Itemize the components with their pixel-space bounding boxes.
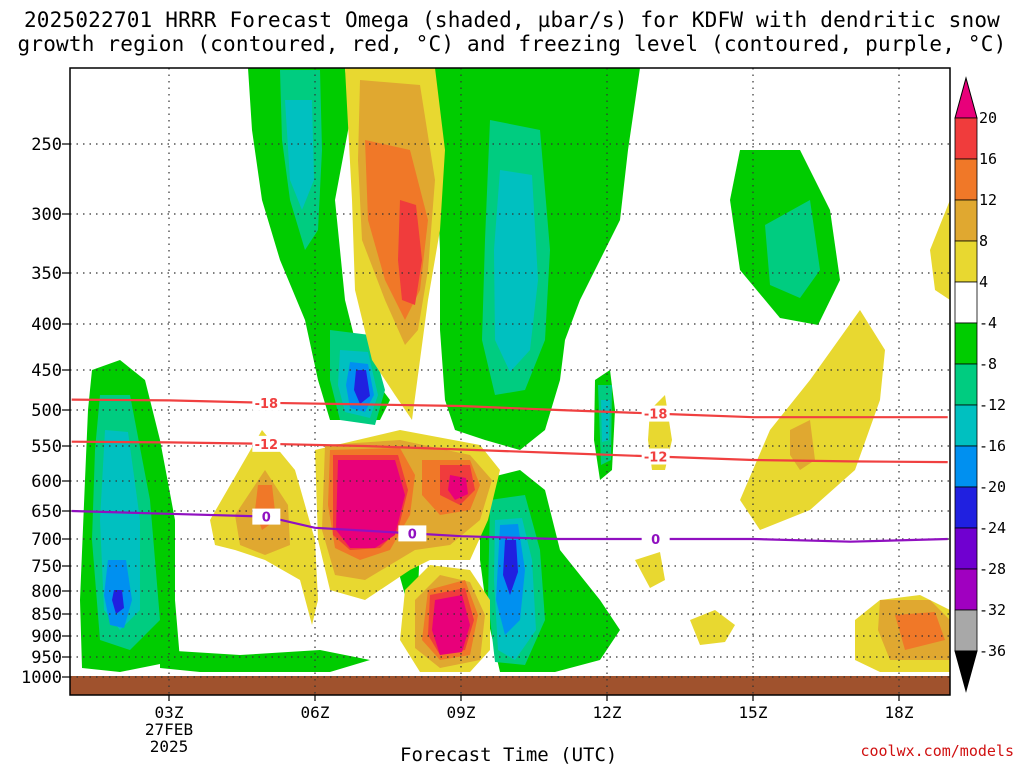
plot-frame [69, 67, 951, 696]
grid-lines [70, 68, 950, 695]
contour-label: -18 [255, 397, 279, 412]
colorbar-swatch [954, 363, 978, 406]
colorbar-label: -36 [979, 642, 1006, 660]
colorbar-label: -12 [979, 396, 1006, 414]
colorbar-label: 16 [979, 150, 997, 168]
contour-label-bg [641, 448, 670, 465]
colorbar-bottom-arrow [954, 650, 978, 693]
colorbar-top-arrow [954, 76, 978, 119]
y-tick-label: 600 [31, 472, 62, 492]
y-tick-label: 1000 [21, 668, 62, 688]
colorbar: 20 16 12 8 4 -4 -8 -12 -16 -20 -24 -28 -32 -36 [954, 76, 1006, 693]
contour-line [71, 398, 948, 419]
colorbar-label: 12 [979, 191, 997, 209]
chart-title-line2: growth region (contoured, red, °C) and f… [17, 32, 1007, 56]
colorbar-swatch [954, 568, 978, 611]
contour-label: 0 [408, 527, 417, 542]
x-date-label: 27FEB [145, 720, 193, 739]
x-tick-label: 03Z [155, 703, 184, 722]
y-tick-label: 650 [31, 502, 62, 522]
contour-label-bg [398, 525, 427, 542]
contour-label-bg [252, 508, 281, 525]
contour-label: -12 [644, 451, 668, 466]
colorbar-swatch [954, 240, 978, 283]
colorbar-swatch [954, 322, 978, 365]
y-tick-label: 950 [31, 648, 62, 668]
colorbar-swatch [954, 404, 978, 447]
x-tick-label: 18Z [885, 703, 914, 722]
y-tick-label: 250 [31, 135, 62, 155]
x-axis-label: Forecast Time (UTC) [400, 744, 618, 766]
x-tick-label: 06Z [301, 703, 330, 722]
y-tick-label: 550 [31, 437, 62, 457]
y-axis-ticks: 2503003504004505005506006507007508008509… [21, 135, 70, 688]
y-tick-label: 300 [31, 205, 62, 225]
y-tick-label: 350 [31, 264, 62, 284]
colorbar-swatch [954, 199, 978, 242]
omega-shading [70, 68, 950, 695]
contour-label-bg [252, 435, 281, 452]
y-tick-label: 400 [31, 315, 62, 335]
chart-title-line1: 2025022701 HRRR Forecast Omega (shaded, … [23, 8, 1001, 32]
contour-line [71, 509, 948, 543]
contour-label-bg [252, 394, 281, 411]
colorbar-label: -32 [979, 601, 1006, 619]
credit-link[interactable]: coolwx.com/models [860, 742, 1014, 760]
colorbar-swatch [954, 117, 978, 160]
colorbar-label: 20 [979, 109, 997, 127]
y-tick-label: 500 [31, 401, 62, 421]
x-tick-label: 12Z [593, 703, 622, 722]
colorbar-swatch [954, 486, 978, 529]
contour-label: 0 [262, 511, 271, 526]
colorbar-swatch [954, 527, 978, 570]
contour-label: -18 [644, 408, 668, 423]
colorbar-label: -4 [979, 314, 997, 332]
contour-line [71, 440, 948, 464]
x-tick-label: 15Z [739, 703, 768, 722]
colorbar-swatch [954, 609, 978, 652]
colorbar-label: -8 [979, 355, 997, 373]
colorbar-swatch [954, 281, 978, 324]
colorbar-swatch [954, 158, 978, 201]
contour-label: -12 [255, 438, 279, 453]
colorbar-label: 4 [979, 273, 988, 291]
colorbar-label: -28 [979, 560, 1006, 578]
colorbar-label: 8 [979, 232, 988, 250]
colorbar-label: -20 [979, 478, 1006, 496]
contour-label-bg [641, 531, 670, 547]
y-tick-label: 900 [31, 627, 62, 647]
y-tick-label: 450 [31, 361, 62, 381]
contour-label: 0 [651, 533, 660, 548]
y-tick-label: 850 [31, 605, 62, 625]
contour-lines: -18 -18 -12 -12 0 0 0 [71, 394, 948, 548]
colorbar-label: -16 [979, 437, 1006, 455]
x-tick-label: 09Z [447, 703, 476, 722]
x-date-label: 2025 [150, 737, 189, 756]
colorbar-label: -24 [979, 519, 1006, 537]
contour-label-bg [641, 405, 670, 422]
y-tick-label: 700 [31, 530, 62, 550]
y-tick-label: 750 [31, 557, 62, 577]
y-tick-label: 800 [31, 582, 62, 602]
colorbar-swatch [954, 445, 978, 488]
